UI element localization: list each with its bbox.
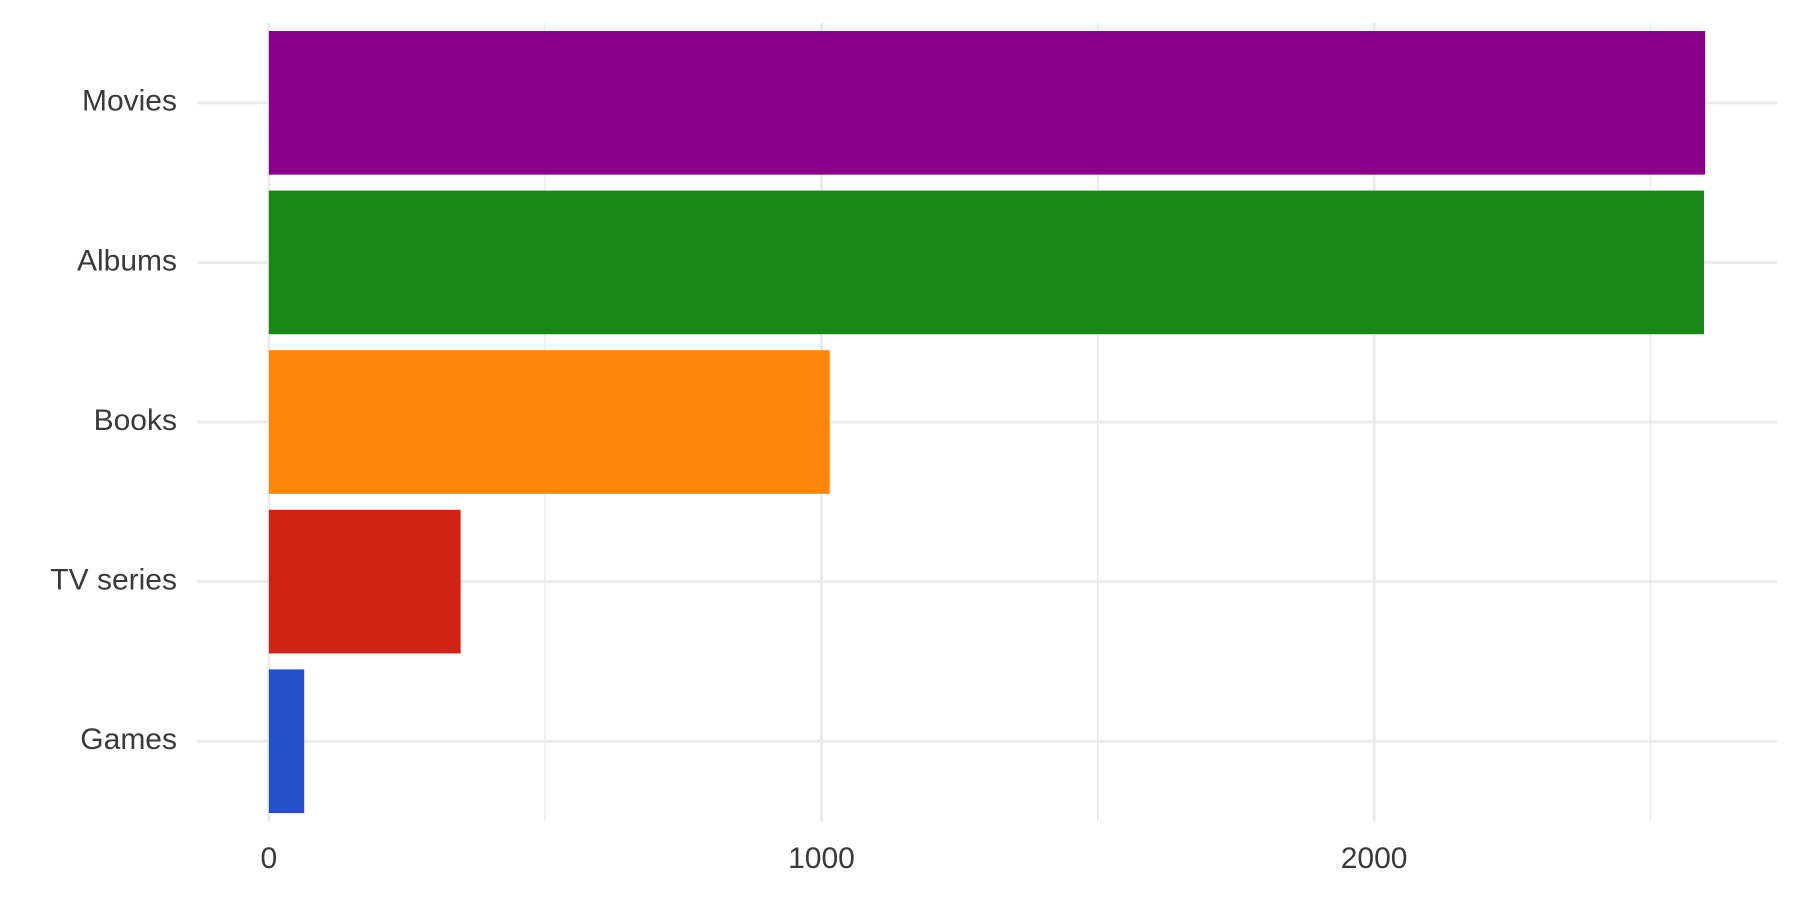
bar (268, 190, 1705, 335)
y-tick-label: Albums (77, 244, 177, 277)
bar (268, 30, 1706, 175)
y-tick-label: Games (80, 723, 177, 756)
x-tick-label: 1000 (788, 842, 855, 875)
x-tick-label: 0 (260, 842, 277, 875)
bar (268, 509, 461, 654)
x-tick-label: 2000 (1341, 842, 1408, 875)
y-tick-label: Movies (82, 85, 177, 118)
bar (268, 669, 305, 814)
y-tick-label: TV series (50, 564, 177, 597)
bar (268, 350, 830, 494)
y-tick-label: Books (94, 404, 177, 437)
